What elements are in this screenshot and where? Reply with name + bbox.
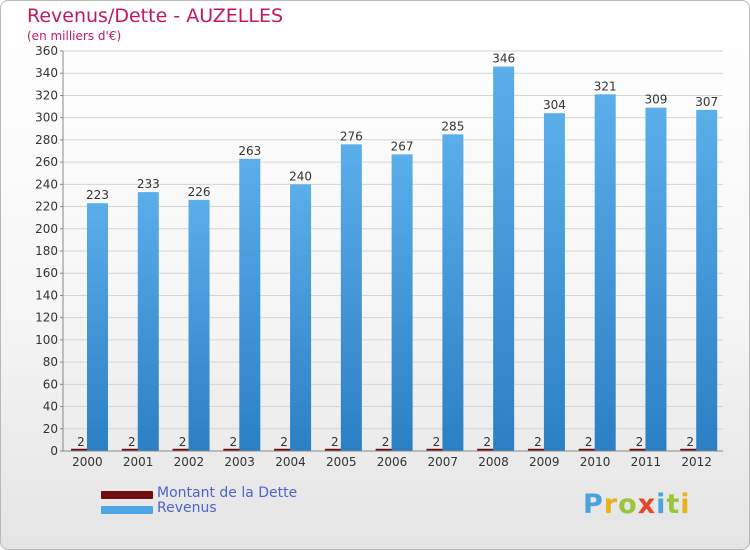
proxiti-logo: Proxiti xyxy=(583,489,691,520)
logo-letter: o xyxy=(618,489,638,520)
data-label-debt-2006: 2 xyxy=(382,435,390,449)
data-label-debt-2003: 2 xyxy=(229,435,237,449)
y-axis-ticks: 0 20 40 60 80 100 120 140 160 180 200 220 240 260 280 3… xyxy=(35,44,63,458)
data-label-revenue-2004: 240 xyxy=(289,169,312,183)
y-tick-label: 300 xyxy=(35,111,58,125)
y-tick-label: 60 xyxy=(43,377,58,391)
y-tick-label: 260 xyxy=(35,155,58,169)
logo-letter: i xyxy=(656,489,666,520)
bar-revenue-2009 xyxy=(544,113,565,451)
logo-letter: t xyxy=(666,489,680,520)
bar-revenue-2001 xyxy=(138,192,159,451)
bars xyxy=(71,67,717,451)
legend-label-revenue: Revenus xyxy=(157,500,217,516)
y-tick-label: 100 xyxy=(35,333,58,347)
x-tick-label-2010: 2010 xyxy=(580,455,611,469)
bar-revenue-2003 xyxy=(239,159,260,451)
data-label-revenue-2011: 309 xyxy=(645,93,668,107)
x-tick-label-2009: 2009 xyxy=(529,455,560,469)
bar-revenue-2006 xyxy=(392,154,413,451)
bar-revenue-2010 xyxy=(595,94,616,451)
x-tick-label-2007: 2007 xyxy=(427,455,458,469)
data-label-revenue-2010: 321 xyxy=(594,79,617,93)
y-tick-label: 40 xyxy=(43,400,58,414)
bar-revenue-2008 xyxy=(493,67,514,451)
x-tick-label-2005: 2005 xyxy=(326,455,357,469)
x-tick-label-2003: 2003 xyxy=(224,455,255,469)
data-label-revenue-2003: 263 xyxy=(238,144,261,158)
data-label-debt-2001: 2 xyxy=(128,435,136,449)
bar-chart: 0 20 40 60 80 100 120 140 160 180 200 220 240 260 280 3… xyxy=(1,1,749,549)
x-tick-label-2004: 2004 xyxy=(275,455,306,469)
data-label-revenue-2009: 304 xyxy=(543,98,566,112)
chart-frame: Revenus/Dette - AUZELLES (en milliers d'… xyxy=(0,0,750,550)
logo-letter: x xyxy=(638,489,656,520)
data-label-revenue-2012: 307 xyxy=(695,95,718,109)
data-label-revenue-2005: 276 xyxy=(340,129,363,143)
bar-revenue-2005 xyxy=(341,144,362,451)
y-tick-label: 160 xyxy=(35,266,58,280)
data-label-revenue-2000: 223 xyxy=(86,188,109,202)
y-tick-label: 140 xyxy=(35,288,58,302)
data-label-debt-2008: 2 xyxy=(483,435,491,449)
data-label-debt-2005: 2 xyxy=(331,435,339,449)
x-tick-label-2008: 2008 xyxy=(478,455,509,469)
legend-swatch-debt xyxy=(101,491,153,499)
x-tick-label-2001: 2001 xyxy=(123,455,154,469)
bar-revenue-2002 xyxy=(189,200,210,451)
bar-revenue-2007 xyxy=(442,134,463,451)
bar-revenue-2012 xyxy=(696,110,717,451)
x-tick-label-2002: 2002 xyxy=(174,455,205,469)
y-tick-label: 20 xyxy=(43,422,58,436)
logo-letter: i xyxy=(680,489,690,520)
data-label-debt-2011: 2 xyxy=(636,435,644,449)
x-tick-label-2006: 2006 xyxy=(377,455,408,469)
y-tick-label: 180 xyxy=(35,244,58,258)
y-tick-label: 220 xyxy=(35,200,58,214)
data-label-debt-2002: 2 xyxy=(179,435,187,449)
y-tick-label: 120 xyxy=(35,311,58,325)
y-tick-label: 80 xyxy=(43,355,58,369)
x-tick-label-2000: 2000 xyxy=(72,455,103,469)
data-label-revenue-2002: 226 xyxy=(188,185,211,199)
x-axis-ticks: 2000 2001 2002 2003 2004 2005 2006 2007 2008 2009… xyxy=(72,455,712,469)
data-label-revenue-2007: 285 xyxy=(441,119,464,133)
data-label-revenue-2008: 346 xyxy=(492,52,515,66)
bar-revenue-2004 xyxy=(290,184,311,451)
y-tick-label: 280 xyxy=(35,133,58,147)
data-label-revenue-2001: 233 xyxy=(137,177,160,191)
data-label-debt-2010: 2 xyxy=(585,435,593,449)
logo-letter: P xyxy=(583,489,604,520)
legend-label-debt: Montant de la Dette xyxy=(157,485,297,501)
y-tick-label: 240 xyxy=(35,177,58,191)
data-label-debt-2000: 2 xyxy=(77,435,85,449)
data-label-debt-2004: 2 xyxy=(280,435,288,449)
logo-letter: r xyxy=(604,489,618,520)
data-label-revenue-2006: 267 xyxy=(391,139,414,153)
data-label-debt-2007: 2 xyxy=(433,435,441,449)
bar-revenue-2000 xyxy=(87,203,108,451)
x-tick-label-2011: 2011 xyxy=(631,455,662,469)
data-label-debt-2012: 2 xyxy=(686,435,694,449)
x-tick-label-2012: 2012 xyxy=(681,455,712,469)
data-label-debt-2009: 2 xyxy=(534,435,542,449)
y-tick-label: 200 xyxy=(35,222,58,236)
legend-swatch-revenue xyxy=(101,506,153,514)
y-tick-label: 0 xyxy=(50,444,58,458)
bar-revenue-2011 xyxy=(645,108,666,451)
y-tick-label: 320 xyxy=(35,88,58,102)
y-tick-label: 360 xyxy=(35,44,58,58)
y-tick-label: 340 xyxy=(35,66,58,80)
